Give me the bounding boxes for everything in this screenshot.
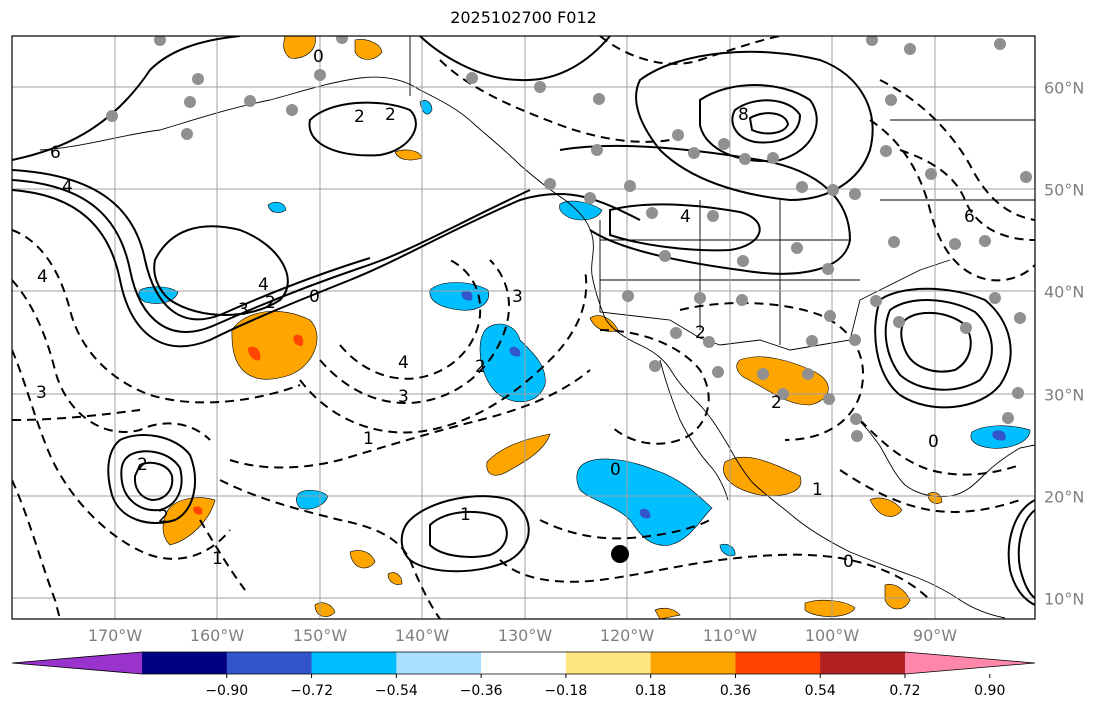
dashed-contour-labels: 0 0 1 2 3 4 4 3 1 2 3 2 1 0 0 bbox=[36, 47, 939, 572]
svg-text:6: 6 bbox=[50, 143, 61, 163]
lon-label: 160°W bbox=[189, 626, 245, 645]
colorbar-segment bbox=[311, 652, 397, 674]
station-dots bbox=[106, 36, 1032, 442]
colorbar-tick-label: −0.72 bbox=[290, 683, 333, 699]
svg-text:0: 0 bbox=[313, 47, 324, 67]
solid-contours bbox=[12, 36, 1035, 606]
lon-label: 100°W bbox=[804, 626, 860, 645]
lon-label: 150°W bbox=[292, 626, 348, 645]
lon-label: 110°W bbox=[702, 626, 758, 645]
svg-text:1: 1 bbox=[212, 549, 223, 569]
colorbar-tick-label: 0.72 bbox=[889, 683, 921, 699]
highlight-marker bbox=[611, 545, 629, 563]
coastlines bbox=[39, 36, 1035, 619]
svg-text:1: 1 bbox=[460, 505, 471, 525]
map-frame bbox=[11, 35, 1036, 620]
colorbar-tick-label: −0.36 bbox=[459, 683, 503, 699]
colorbar-tick-label: −0.54 bbox=[374, 683, 418, 699]
svg-text:0: 0 bbox=[610, 460, 621, 480]
colorbar-segment bbox=[226, 652, 313, 674]
svg-text:2: 2 bbox=[385, 105, 396, 125]
lat-label: 40°N bbox=[1044, 282, 1085, 302]
strong-positive-shading bbox=[193, 334, 304, 515]
colorbar-tick-label: −0.18 bbox=[544, 683, 588, 699]
svg-text:0: 0 bbox=[843, 552, 854, 572]
lat-label: 50°N bbox=[1044, 180, 1085, 200]
svg-text:4: 4 bbox=[258, 275, 269, 295]
colorbar-tick-label: 0.54 bbox=[804, 683, 836, 699]
colorbar-extension-low bbox=[12, 652, 142, 674]
svg-text:4: 4 bbox=[398, 353, 409, 373]
positive-anomaly-shading bbox=[162, 36, 943, 619]
colorbar-segment bbox=[396, 652, 482, 674]
svg-text:8: 8 bbox=[738, 105, 749, 125]
svg-text:0: 0 bbox=[928, 432, 939, 452]
colorbar-segment bbox=[481, 652, 567, 674]
svg-text:3: 3 bbox=[36, 383, 47, 403]
colorbar-tick-label: 0.18 bbox=[635, 683, 667, 699]
colorbar-outline bbox=[11, 651, 1036, 675]
svg-text:3: 3 bbox=[512, 287, 523, 307]
colorbar-extension-high bbox=[905, 652, 1035, 674]
colorbar-segment bbox=[142, 652, 228, 674]
lon-label: 90°W bbox=[912, 626, 958, 645]
svg-text:3: 3 bbox=[238, 300, 249, 320]
svg-text:2: 2 bbox=[265, 293, 276, 313]
colorbar-segment bbox=[650, 652, 736, 674]
svg-text:4: 4 bbox=[37, 267, 48, 287]
svg-text:2: 2 bbox=[158, 507, 169, 527]
svg-text:2: 2 bbox=[137, 455, 148, 475]
svg-text:2: 2 bbox=[771, 393, 782, 413]
lon-label: 130°W bbox=[497, 626, 553, 645]
lat-label: 30°N bbox=[1044, 385, 1085, 405]
colorbar-tick-label: 0.90 bbox=[974, 683, 1006, 699]
map-title: 2025102700 F012 bbox=[450, 8, 597, 27]
colorbar-tick-label: −0.90 bbox=[205, 683, 249, 699]
svg-text:2: 2 bbox=[354, 107, 365, 127]
lat-label: 10°N bbox=[1044, 589, 1085, 609]
svg-text:6: 6 bbox=[964, 207, 975, 227]
svg-text:4: 4 bbox=[62, 177, 73, 197]
lon-label: 170°W bbox=[87, 626, 143, 645]
colorbar-segment bbox=[820, 652, 906, 674]
svg-text:4: 4 bbox=[680, 207, 691, 227]
strong-negative-shading bbox=[461, 290, 1006, 519]
solid-contour-labels: 2 2 4 6 8 4 4 6 3 2 2 1 2 0 bbox=[50, 105, 975, 527]
lon-label: 140°W bbox=[394, 626, 450, 645]
svg-text:2: 2 bbox=[475, 357, 486, 377]
colorbar bbox=[11, 651, 1036, 678]
svg-text:3: 3 bbox=[398, 387, 409, 407]
svg-text:1: 1 bbox=[363, 429, 374, 449]
colorbar-tick-label: 0.36 bbox=[719, 683, 752, 699]
svg-text:0: 0 bbox=[309, 287, 320, 307]
colorbar-segment bbox=[735, 652, 821, 674]
lat-label: 20°N bbox=[1044, 487, 1085, 507]
lon-label: 120°W bbox=[599, 626, 655, 645]
colorbar-segment bbox=[565, 652, 652, 674]
svg-text:1: 1 bbox=[812, 480, 823, 500]
lat-lon-grid bbox=[12, 36, 1035, 619]
svg-text:2: 2 bbox=[695, 323, 706, 343]
lat-label: 60°N bbox=[1044, 78, 1085, 98]
